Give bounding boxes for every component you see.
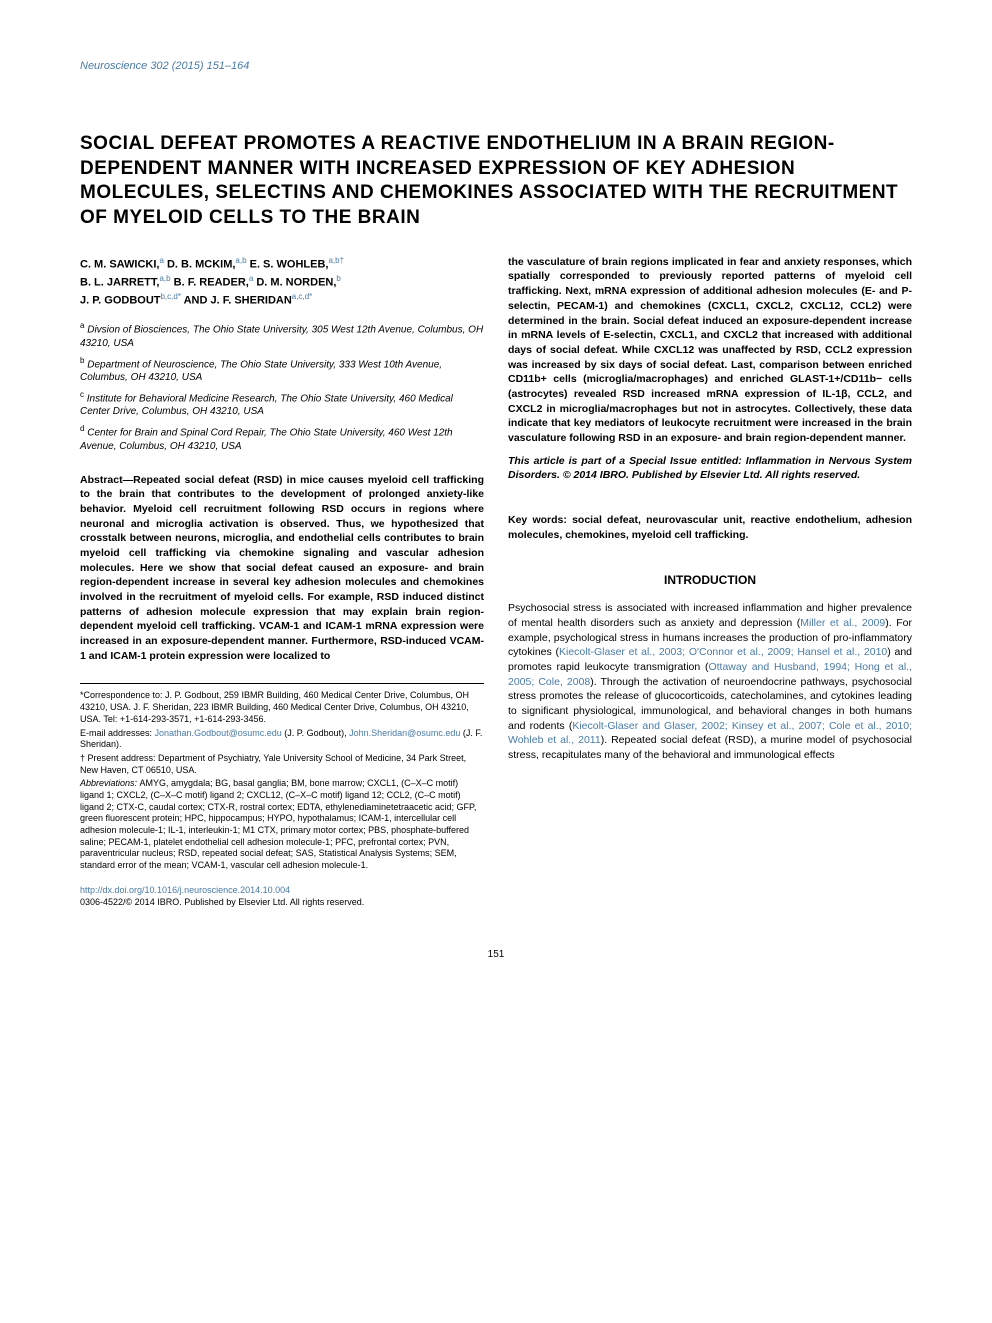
author-name: D. M. NORDEN,	[256, 277, 336, 289]
author-affil-sup[interactable]: a,b	[235, 256, 246, 265]
affiliation: c Institute for Behavioral Medicine Rese…	[80, 390, 484, 418]
affiliations-block: a Divsion of Biosciences, The Ohio State…	[80, 321, 484, 452]
present-address-note: † Present address: Department of Psychia…	[80, 753, 484, 776]
introduction-heading: INTRODUCTION	[508, 572, 912, 589]
doi-section: http://dx.doi.org/10.1016/j.neuroscience…	[80, 884, 484, 909]
copyright-text: 0306-4522/© 2014 IBRO. Published by Else…	[80, 897, 364, 907]
author-affil-sup[interactable]: a,c,d*	[292, 292, 312, 301]
affiliation: d Center for Brain and Spinal Cord Repai…	[80, 424, 484, 452]
author-affil-sup[interactable]: b,c,d*	[160, 292, 180, 301]
email-note: E-mail addresses: Jonathan.Godbout@osumc…	[80, 728, 484, 751]
author-name: D. B. MCKIM,	[167, 258, 235, 270]
abstract-text: the vasculature of brain regions implica…	[508, 256, 912, 444]
correspondence-note: *Correspondence to: J. P. Godbout, 259 I…	[80, 690, 484, 725]
abstract-right: the vasculature of brain regions implica…	[508, 255, 912, 446]
author-name: AND J. F. SHERIDAN	[184, 295, 292, 307]
citation-link[interactable]: Miller et al., 2009	[800, 617, 885, 629]
abstract-text: Repeated social defeat (RSD) in mice cau…	[80, 474, 484, 662]
author-name: J. P. GODBOUT	[80, 295, 160, 307]
author-affil-sup[interactable]: a,b	[159, 274, 170, 283]
author-name: C. M. SAWICKI,	[80, 258, 159, 270]
journal-header: Neuroscience 302 (2015) 151–164	[80, 60, 912, 72]
author-name: E. S. WOHLEB,	[250, 258, 329, 270]
author-affil-sup[interactable]: a,b†	[328, 256, 344, 265]
affiliation: b Department of Neuroscience, The Ohio S…	[80, 356, 484, 384]
abstract-label: Abstract—	[80, 474, 133, 486]
author-affil-sup[interactable]: a	[249, 274, 253, 283]
author-affil-sup[interactable]: a	[159, 256, 163, 265]
author-name: B. F. READER,	[174, 277, 249, 289]
affiliation: a Divsion of Biosciences, The Ohio State…	[80, 321, 484, 349]
introduction-text: Psychosocial stress is associated with i…	[508, 601, 912, 763]
article-title: SOCIAL DEFEAT PROMOTES A REACTIVE ENDOTH…	[80, 132, 912, 231]
author-name: B. L. JARRETT,	[80, 277, 159, 289]
doi-link[interactable]: http://dx.doi.org/10.1016/j.neuroscience…	[80, 885, 290, 895]
special-issue-note: This article is part of a Special Issue …	[508, 454, 912, 483]
authors-block: C. M. SAWICKI,a D. B. MCKIM,a,b E. S. WO…	[80, 255, 484, 309]
abbreviations-note: Abbreviations: AMYG, amygdala; BG, basal…	[80, 778, 484, 872]
footnotes-block: *Correspondence to: J. P. Godbout, 259 I…	[80, 683, 484, 871]
author-affil-sup[interactable]: b	[336, 274, 340, 283]
abstract-left: Abstract—Repeated social defeat (RSD) in…	[80, 473, 484, 664]
email-link[interactable]: Jonathan.Godbout@osumc.edu	[155, 728, 282, 738]
citation-link[interactable]: Kiecolt-Glaser et al., 2003; O'Connor et…	[559, 646, 887, 658]
keywords-block: Key words: social defeat, neurovascular …	[508, 513, 912, 542]
page-number: 151	[80, 949, 912, 960]
email-link[interactable]: John.Sheridan@osumc.edu	[349, 728, 460, 738]
